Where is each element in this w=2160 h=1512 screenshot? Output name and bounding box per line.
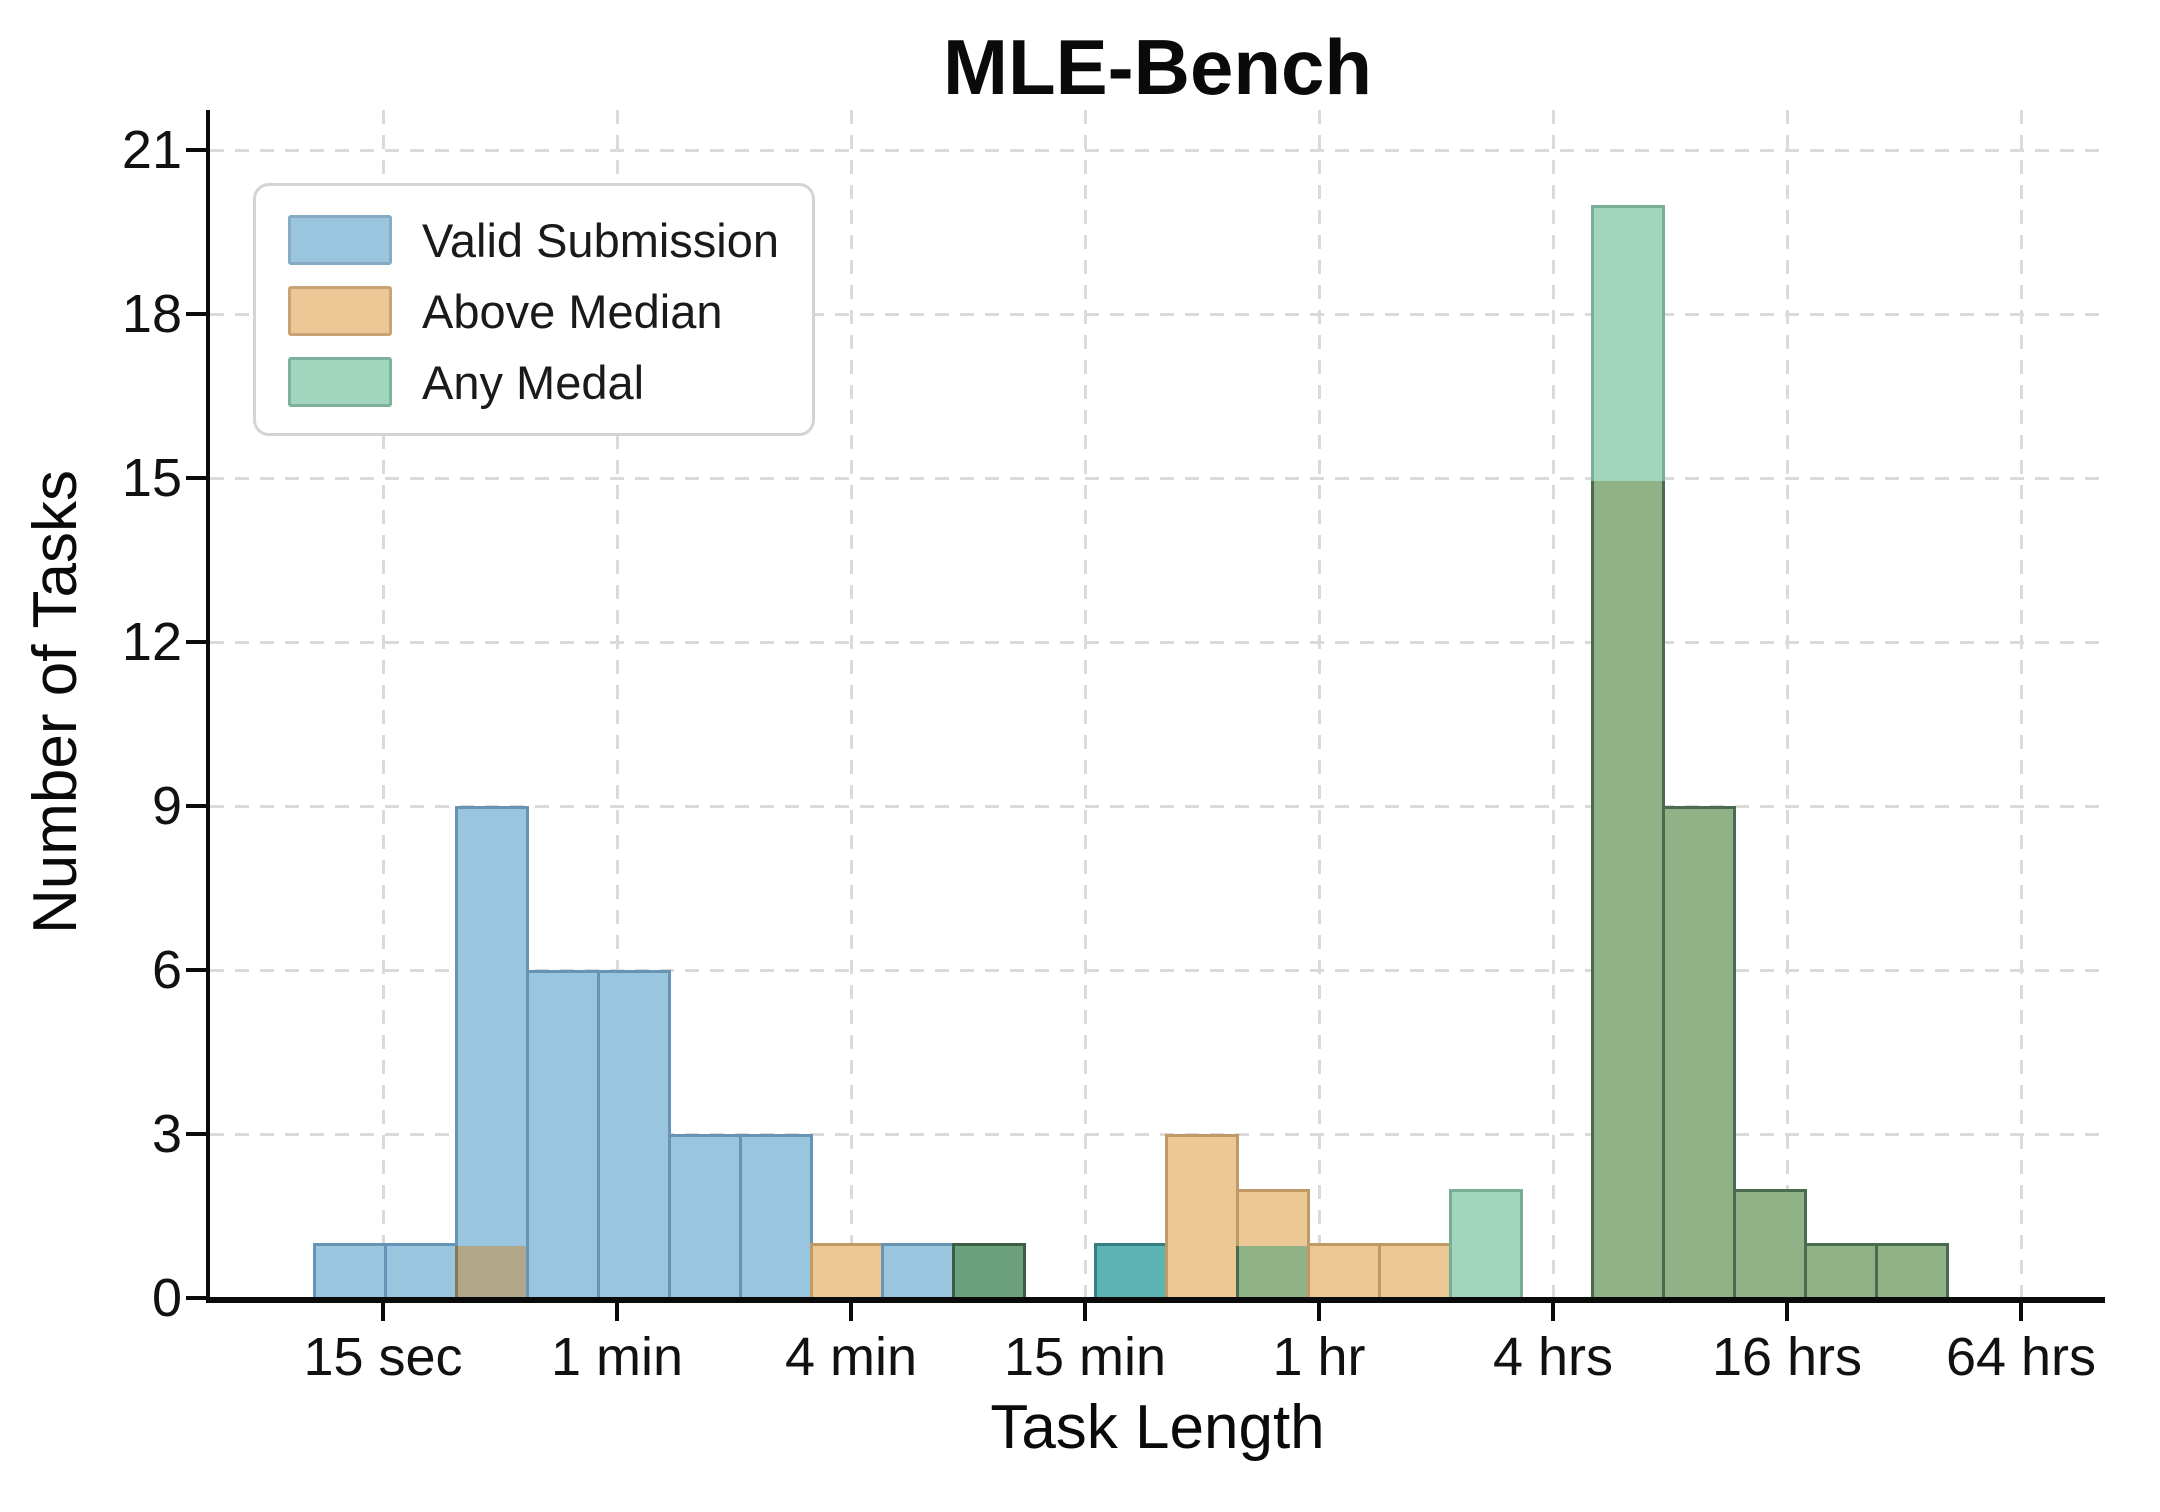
x-axis-label: Task Length	[990, 1393, 1325, 1462]
bar-segment	[1235, 1188, 1310, 1247]
bar-segment	[525, 970, 600, 1303]
gridline-horizontal	[210, 640, 2105, 644]
legend-item: Any Medal	[288, 349, 812, 415]
y-tick-mark	[186, 640, 206, 644]
y-tick-label: 3	[151, 1104, 182, 1164]
x-tick-label: 64 hrs	[1945, 1327, 2097, 1387]
gridline-vertical	[1785, 110, 1789, 1298]
x-tick-label: 1 min	[550, 1327, 684, 1387]
bar-segment	[454, 806, 529, 1247]
bar-segment	[1306, 1243, 1381, 1303]
y-axis-spine	[206, 110, 210, 1303]
bar-segment	[1448, 1188, 1523, 1303]
x-tick-label: 16 hrs	[1711, 1327, 1863, 1387]
gridline-horizontal	[210, 804, 2105, 808]
gridline-horizontal	[210, 148, 2105, 152]
bar-segment	[667, 1134, 742, 1303]
bar-segment	[1803, 1243, 1878, 1303]
bar-segment	[1590, 478, 1665, 1303]
y-tick-mark	[186, 1132, 206, 1136]
gridline-horizontal	[210, 476, 2105, 480]
gridline-vertical	[381, 110, 385, 1298]
y-tick-label: 21	[121, 120, 182, 180]
y-tick-mark	[186, 476, 206, 480]
y-tick-mark	[186, 312, 206, 316]
x-tick-label: 1 hr	[1272, 1327, 1366, 1387]
bar-segment	[1661, 806, 1736, 1303]
bar-segment	[1590, 204, 1665, 481]
chart-title: MLE-Bench	[943, 23, 1372, 111]
bar-segment	[383, 1243, 458, 1303]
bar-segment	[596, 970, 671, 1303]
bar-segment	[1732, 1188, 1807, 1303]
gridline-vertical	[1551, 110, 1555, 1298]
gridline-horizontal	[210, 312, 2105, 316]
x-tick-mark	[1083, 1303, 1087, 1321]
x-axis-spine	[206, 1297, 2105, 1303]
legend-swatch-any-medal	[288, 357, 392, 407]
y-tick-mark	[186, 148, 206, 152]
gridline-horizontal	[210, 1132, 2105, 1136]
y-tick-label: 9	[151, 776, 182, 836]
x-tick-label: 4 min	[784, 1327, 918, 1387]
gridline-vertical	[1317, 110, 1321, 1298]
y-tick-label: 0	[151, 1268, 182, 1328]
legend-item: Valid Submission	[288, 207, 812, 273]
bar-segment	[1377, 1243, 1452, 1303]
gridline-horizontal	[210, 968, 2105, 972]
y-tick-mark	[186, 804, 206, 808]
legend-item: Above Median	[288, 278, 812, 344]
legend-swatch-above-median	[288, 286, 392, 336]
y-tick-label: 12	[121, 612, 182, 672]
x-tick-mark	[849, 1303, 853, 1321]
x-tick-label: 15 sec	[303, 1327, 463, 1387]
x-tick-mark	[1785, 1303, 1789, 1321]
bar-segment	[1093, 1243, 1168, 1303]
legend-item-label: Valid Submission	[422, 213, 780, 267]
legend-swatch-valid-submission	[288, 215, 392, 265]
gridline-vertical	[1083, 110, 1087, 1298]
y-tick-mark	[186, 968, 206, 972]
gridline-vertical	[849, 110, 853, 1298]
legend-item-label: Any Medal	[422, 355, 645, 409]
legend-item-label: Above Median	[422, 284, 723, 338]
bar-segment	[880, 1243, 955, 1303]
bar-segment	[1164, 1134, 1239, 1303]
x-tick-label: 15 min	[1003, 1327, 1167, 1387]
x-tick-mark	[2019, 1303, 2023, 1321]
x-tick-mark	[1317, 1303, 1321, 1321]
y-tick-label: 18	[121, 284, 182, 344]
bar-segment	[738, 1134, 813, 1303]
bar-segment	[1235, 1243, 1310, 1303]
y-tick-label: 15	[121, 448, 182, 508]
gridline-vertical	[615, 110, 619, 1298]
x-tick-mark	[1551, 1303, 1555, 1321]
bar-segment	[312, 1243, 387, 1303]
y-tick-label: 6	[151, 940, 182, 1000]
y-tick-mark	[186, 1296, 206, 1300]
x-tick-mark	[615, 1303, 619, 1321]
x-tick-label: 4 hrs	[1492, 1327, 1614, 1387]
bar-segment	[951, 1243, 1026, 1303]
bar-segment	[809, 1243, 884, 1303]
legend: Valid Submission Above Median Any Medal	[253, 183, 815, 436]
bar-segment	[1874, 1243, 1949, 1303]
x-tick-mark	[381, 1303, 385, 1321]
bar-segment	[454, 1243, 529, 1303]
gridline-vertical	[2019, 110, 2023, 1298]
